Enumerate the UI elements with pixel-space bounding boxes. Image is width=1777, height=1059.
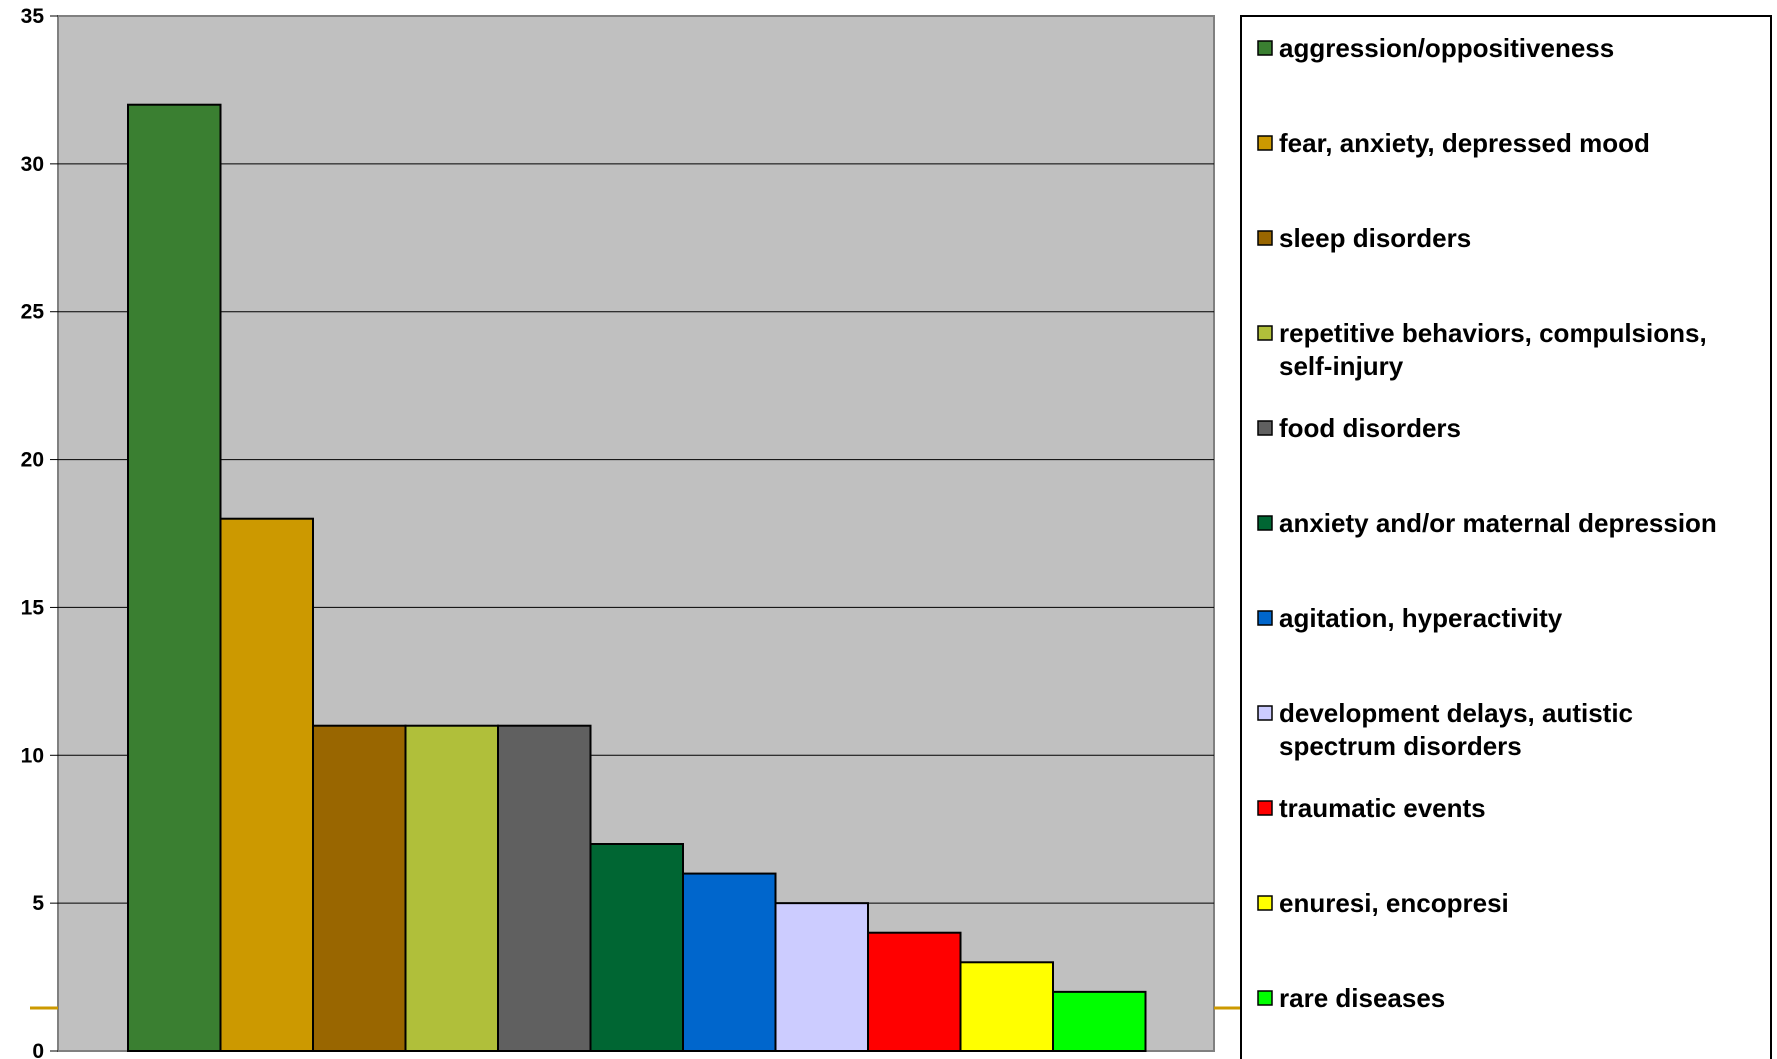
- legend-swatch: [1257, 800, 1273, 816]
- legend-swatch: [1257, 135, 1273, 151]
- legend-swatch: [1257, 895, 1273, 911]
- legend-label: anxiety and/or maternal depression: [1279, 508, 1717, 538]
- bar: [1052, 990, 1147, 1052]
- bar: [589, 843, 684, 1052]
- legend-label: aggression/oppositiveness: [1279, 33, 1614, 63]
- legend-box: [1240, 15, 1772, 1059]
- bar: [682, 872, 777, 1052]
- bar: [127, 103, 222, 1052]
- legend-label: sleep disorders: [1279, 223, 1471, 253]
- legend-swatch: [1257, 230, 1273, 246]
- legend-label: enuresi, encopresi: [1279, 888, 1509, 918]
- y-tick-label: 15: [21, 596, 45, 619]
- bar: [774, 902, 869, 1053]
- legend: aggression/oppositiveness fear, anxiety, …: [1257, 33, 1717, 1013]
- bar: [867, 931, 962, 1053]
- y-tick-label: 10: [21, 744, 44, 767]
- y-tick-label: 5: [32, 892, 44, 915]
- y-tick-label: 20: [21, 449, 44, 472]
- y-tick-label: 25: [21, 301, 45, 324]
- bar: [497, 724, 592, 1052]
- bar: [959, 961, 1054, 1052]
- bars: [127, 103, 1147, 1053]
- legend-swatch: [1257, 40, 1273, 56]
- legend-swatch: [1257, 515, 1273, 531]
- y-axis-ticks: 0 5 10 15 20 25 30 35: [21, 5, 58, 1059]
- legend-swatch: [1257, 705, 1273, 721]
- legend-label: agitation, hyperactivity: [1279, 603, 1563, 633]
- y-tick-label: 35: [21, 5, 45, 28]
- legend-label: development delays, autistic: [1279, 698, 1633, 728]
- bar: [312, 724, 407, 1052]
- legend-label: repetitive behaviors, compulsions,: [1279, 318, 1707, 348]
- legend-swatch: [1257, 420, 1273, 436]
- legend-label: rare diseases: [1279, 983, 1445, 1013]
- legend-label: spectrum disorders: [1279, 731, 1522, 761]
- legend-swatch: [1257, 325, 1273, 341]
- legend-label: food disorders: [1279, 413, 1461, 443]
- legend-label: self-injury: [1279, 351, 1404, 381]
- legend-swatch: [1257, 990, 1273, 1006]
- y-tick-label: 0: [32, 1040, 44, 1059]
- legend-swatch: [1257, 610, 1273, 626]
- legend-label: traumatic events: [1279, 793, 1486, 823]
- legend-label: fear, anxiety, depressed mood: [1279, 128, 1650, 158]
- bar: [219, 517, 314, 1052]
- bar: [404, 724, 499, 1052]
- y-tick-label: 30: [21, 153, 44, 176]
